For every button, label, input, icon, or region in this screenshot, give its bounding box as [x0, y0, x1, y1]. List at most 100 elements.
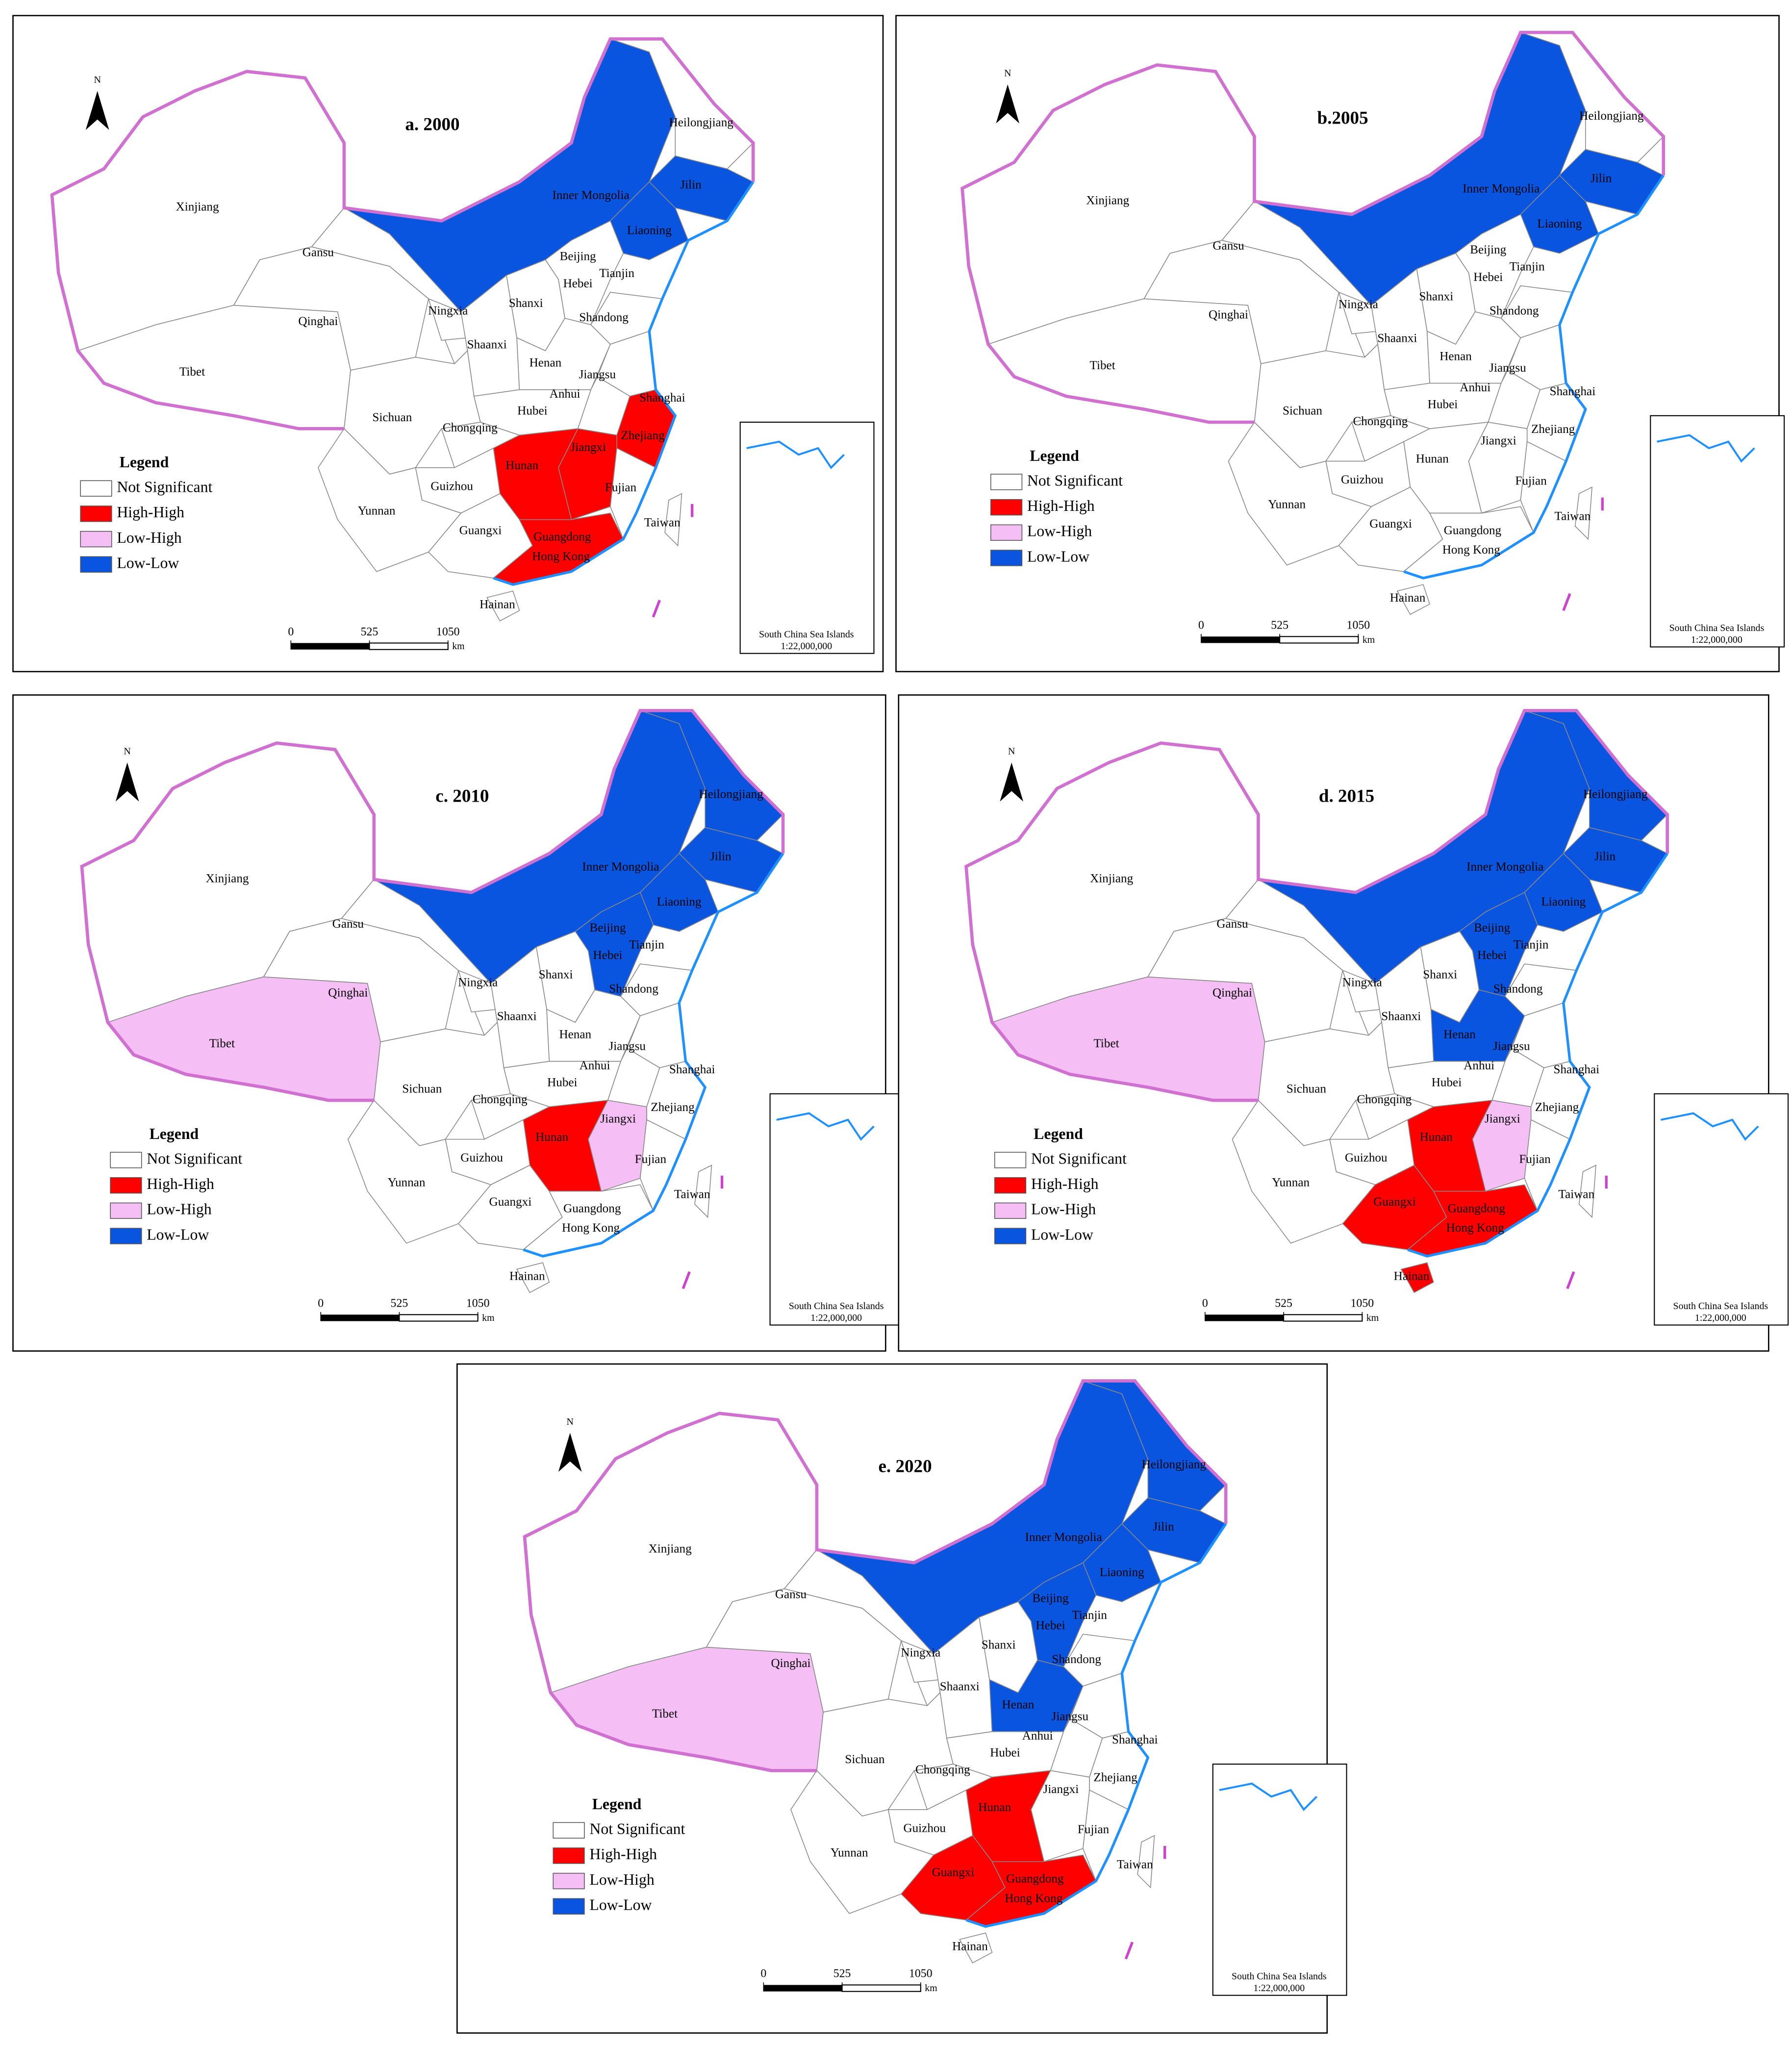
province-label: Taiwan: [1559, 1187, 1595, 1201]
province-label: Xinjiang: [649, 1542, 692, 1556]
legend-label: High-High: [117, 504, 184, 521]
province-label: Qinghai: [771, 1657, 810, 1670]
legend-title: Legend: [1034, 1125, 1083, 1142]
province-label: Taiwan: [644, 516, 681, 530]
province-label: Fujian: [605, 481, 637, 494]
legend-label: High-High: [1027, 497, 1095, 514]
scale-bar: [399, 1314, 479, 1322]
province: [516, 1262, 550, 1293]
province-label: Inner Mongolia: [582, 860, 659, 874]
inset-caption: South China Sea Islands: [1669, 623, 1765, 633]
province-label: Jilin: [680, 178, 702, 192]
province-label: Shaanxi: [1377, 331, 1417, 345]
province-label: Zhejiang: [1535, 1101, 1579, 1114]
province-label: Xinjiang: [1086, 194, 1129, 207]
province-label: Heilongjiang: [699, 787, 763, 801]
province-label: Tibet: [652, 1707, 678, 1720]
scale-tick-label: 525: [1275, 1297, 1292, 1310]
province-label: Hunan: [535, 1131, 568, 1144]
panel-title: d. 2015: [1319, 786, 1374, 806]
legend-swatch: [994, 1228, 1027, 1244]
province-label: Gansu: [1212, 239, 1244, 253]
inset-frame: [1650, 415, 1785, 648]
panel-title: a. 2000: [405, 115, 459, 135]
province-label: Shanghai: [669, 1063, 715, 1076]
legend-label: Low-High: [117, 529, 181, 546]
province-label: Heilongjiang: [1142, 1458, 1207, 1471]
inset-caption: South China Sea Islands: [789, 1301, 884, 1312]
north-arrow: [85, 91, 109, 130]
province-label: Guangxi: [459, 524, 502, 537]
north-label: N: [124, 746, 130, 757]
province-label: Chongqing: [443, 421, 498, 434]
province-label: Hainan: [509, 1269, 545, 1283]
province-label: Ningxia: [1338, 298, 1378, 311]
province-label: Shanxi: [982, 1639, 1016, 1652]
province-label: Shandong: [579, 311, 629, 324]
province-label: Ningxia: [1342, 976, 1382, 989]
province-label: Hainan: [480, 598, 515, 611]
country-border: [960, 30, 1666, 424]
province-label: Jiangxi: [600, 1112, 636, 1126]
inset-frame: [739, 422, 875, 654]
province-label: Shaanxi: [940, 1680, 980, 1693]
province-label: Hubei: [517, 404, 547, 418]
province-label: Jilin: [1594, 850, 1616, 863]
province-label: Tianjin: [629, 938, 664, 952]
coastline: [1403, 175, 1665, 580]
scale-unit: km: [1363, 634, 1375, 645]
coastline: [523, 853, 784, 1258]
province-label: Guizhou: [1341, 473, 1384, 486]
province-label: Liaoning: [657, 895, 702, 909]
province-label: Inner Mongolia: [1463, 182, 1540, 196]
province-label: Tianjin: [1510, 260, 1545, 274]
province-label: Tibet: [209, 1037, 235, 1050]
country-border: [50, 37, 755, 430]
province: [1396, 584, 1431, 615]
north-label: N: [1004, 68, 1011, 79]
province-label: Tibet: [1090, 359, 1115, 372]
province-label: Zhejiang: [621, 429, 665, 442]
province-label: Guangxi: [932, 1866, 975, 1879]
province-label: Liaoning: [627, 224, 672, 237]
province-label: Yunnan: [358, 505, 396, 518]
province-label: Hainan: [1394, 1269, 1430, 1283]
legend-label: Not Significant: [147, 1150, 242, 1167]
province-label: Henan: [1443, 1028, 1476, 1041]
legend-swatch: [553, 1872, 585, 1890]
province-label: Jiangsu: [609, 1039, 646, 1053]
province-label: Hunan: [505, 459, 538, 472]
province-label: Tianjin: [1514, 938, 1549, 952]
north-arrow: [1000, 762, 1024, 802]
province-label: Zhejiang: [1531, 423, 1575, 436]
scale-tick-label: 1050: [909, 1968, 933, 1980]
legend-label: Not Significant: [1031, 1150, 1127, 1167]
province-label: Tibet: [179, 365, 205, 379]
map-panel: Xinjiang Tibet Qinghai Gansu Inner Mongolia H…: [960, 30, 1785, 648]
province-label: Qinghai: [1212, 986, 1252, 1000]
province-label: Guangdong: [1006, 1872, 1064, 1886]
province-label: Heilongjiang: [1583, 787, 1648, 801]
province-label: Henan: [1439, 350, 1472, 363]
province-label: Henan: [1002, 1698, 1035, 1712]
scale-tick-label: 0: [1198, 619, 1204, 632]
province-label: Shanghai: [1550, 385, 1596, 398]
province-label: Hunan: [1420, 1131, 1453, 1144]
province-label: Beijing: [589, 921, 626, 935]
scale-bar: [763, 1985, 842, 1992]
scale-tick-label: 1050: [1351, 1297, 1374, 1310]
legend-swatch: [990, 499, 1023, 516]
inset-coast: [1661, 1112, 1759, 1141]
province-label: Gansu: [1216, 917, 1248, 931]
legend-swatch: [553, 1822, 585, 1839]
legend-swatch: [80, 480, 112, 497]
province-label: Gansu: [332, 917, 364, 931]
legend-title: Legend: [150, 1125, 199, 1142]
province-label: Shanghai: [639, 391, 685, 404]
province-label: Hong Kong: [562, 1221, 620, 1235]
island-mark: [1562, 593, 1571, 611]
province-label: Anhui: [1460, 381, 1490, 394]
legend-title: Legend: [592, 1795, 642, 1813]
province: [1574, 486, 1593, 540]
